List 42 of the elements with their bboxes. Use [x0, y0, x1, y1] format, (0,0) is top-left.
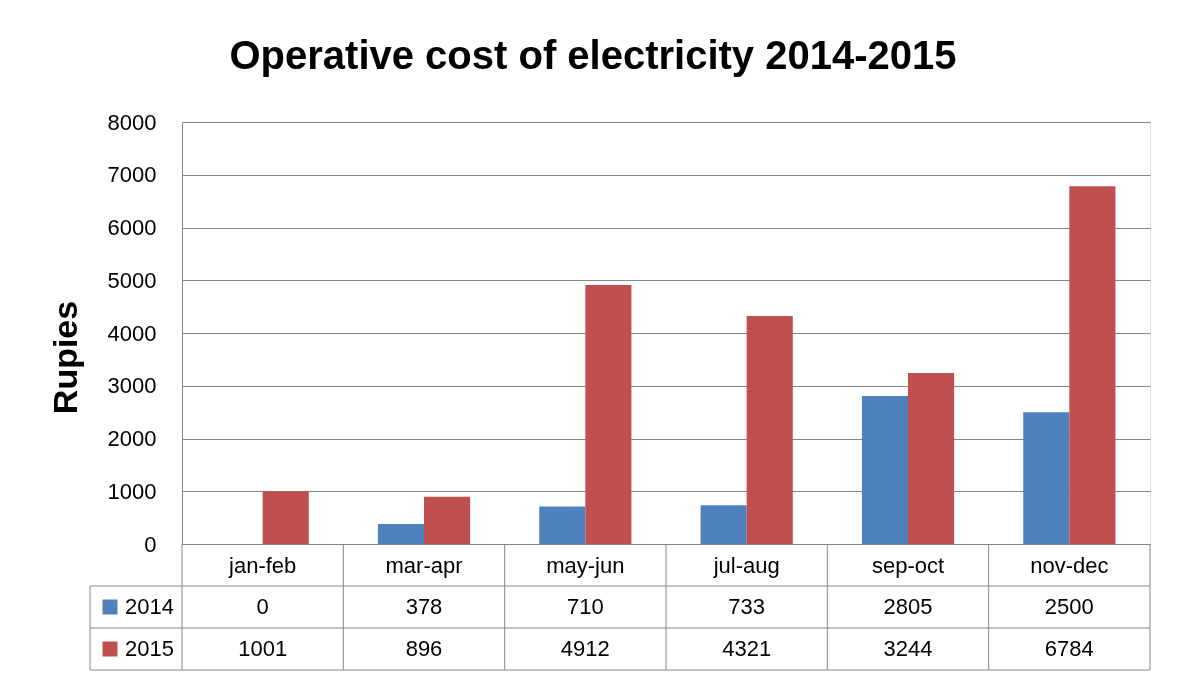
bar: [424, 496, 471, 544]
x-tick-label: mar-apr: [385, 552, 463, 578]
x-tick-label: jul-aug: [712, 552, 780, 578]
y-tick-label: 0: [144, 531, 157, 557]
bar: [908, 372, 955, 544]
legend-label: 2015: [125, 636, 174, 661]
bar: [377, 524, 424, 544]
x-tick-label: sep-oct: [871, 552, 945, 578]
data-label: 2500: [1044, 594, 1094, 619]
y-tick-label: 3000: [107, 373, 157, 399]
data-label: 2805: [883, 594, 933, 619]
y-tick-label: 1000: [107, 478, 157, 504]
bar: [746, 316, 793, 544]
data-label: 3244: [883, 636, 933, 661]
x-tick-label: may-jun: [546, 552, 625, 578]
y-tick-label: 8000: [107, 109, 157, 135]
bar: [539, 506, 586, 544]
chart-title: Operative cost of electricity 2014-2015: [229, 33, 957, 77]
y-tick-label: 2000: [107, 426, 157, 451]
y-tick-label: 4000: [107, 320, 157, 346]
x-tick-label: jan-feb: [228, 552, 297, 578]
data-label: 1001: [238, 636, 288, 661]
data-label: 733: [728, 594, 766, 619]
data-label: 0: [256, 594, 269, 619]
y-tick-label: 5000: [107, 267, 157, 293]
data-label: 6784: [1044, 636, 1094, 661]
data-label: 710: [566, 594, 604, 619]
y-tick-label: 7000: [107, 162, 157, 188]
y-tick-label: 6000: [107, 215, 157, 240]
bar: [700, 505, 747, 544]
bar: [861, 396, 908, 544]
data-label: 4321: [722, 636, 772, 661]
legend-label: 2014: [125, 594, 174, 619]
bar: [262, 491, 309, 544]
data-label: 378: [405, 594, 443, 619]
data-label: 4912: [560, 636, 610, 661]
bar: [1023, 412, 1070, 544]
bar: [1069, 186, 1116, 544]
data-label: 896: [405, 636, 443, 661]
y-axis-title: Rupies: [45, 300, 84, 415]
x-tick-label: nov-dec: [1030, 552, 1109, 578]
bar: [585, 284, 632, 544]
